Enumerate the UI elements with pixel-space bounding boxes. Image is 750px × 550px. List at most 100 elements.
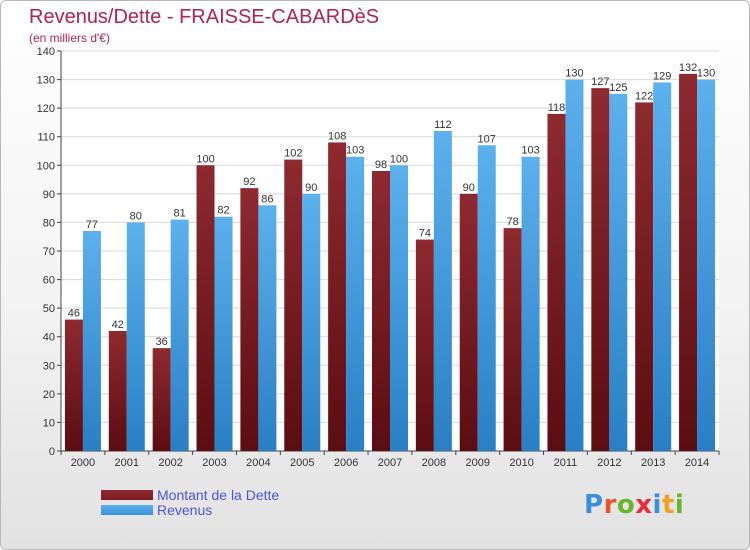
data-label-revenus: 130: [697, 68, 715, 80]
data-label-dette: 127: [591, 76, 609, 88]
legend-label-revenus: Revenus: [157, 502, 213, 518]
x-tick-label: 2006: [334, 457, 358, 469]
bar-revenus: [302, 193, 321, 451]
data-label-dette: 78: [506, 216, 518, 228]
x-tick-label: 2014: [685, 457, 709, 469]
legend-swatch-revenus: [101, 505, 153, 515]
y-tick-label: 20: [43, 389, 55, 401]
bar-dette: [196, 165, 215, 452]
y-tick-label: 140: [37, 46, 55, 58]
data-label-dette: 74: [419, 228, 431, 240]
data-label-revenus: 130: [565, 68, 583, 80]
bar-revenus: [170, 219, 189, 451]
bar-revenus: [433, 131, 452, 451]
data-label-revenus: 103: [346, 145, 364, 157]
y-tick-label: 10: [43, 417, 55, 429]
data-label-revenus: 112: [434, 119, 452, 131]
y-tick-label: 60: [43, 275, 55, 287]
x-tick-label: 2002: [158, 457, 182, 469]
data-label-revenus: 90: [305, 182, 317, 194]
data-label-revenus: 81: [174, 208, 186, 220]
x-tick-label: 2013: [641, 457, 665, 469]
x-tick-label: 2001: [115, 457, 139, 469]
bar-dette: [635, 102, 654, 451]
logo-letter: o: [616, 490, 636, 520]
bar-dette: [328, 142, 347, 451]
x-tick-label: 2009: [465, 457, 489, 469]
y-tick-label: 100: [37, 160, 55, 172]
data-label-revenus: 125: [609, 82, 627, 94]
bar-revenus: [609, 93, 628, 451]
data-label-revenus: 82: [217, 205, 229, 217]
data-label-dette: 92: [243, 176, 255, 188]
bar-revenus: [521, 156, 540, 451]
data-label-dette: 132: [679, 62, 697, 74]
data-label-revenus: 107: [478, 133, 496, 145]
bar-dette: [372, 171, 390, 451]
data-label-dette: 108: [328, 130, 346, 142]
logo-letter: t: [661, 490, 675, 520]
data-label-dette: 102: [284, 148, 302, 160]
logo-letter: P: [584, 490, 604, 520]
data-label-dette: 98: [375, 159, 387, 171]
data-label-revenus: 80: [130, 210, 142, 222]
data-label-revenus: 100: [390, 153, 408, 165]
bar-revenus: [82, 231, 101, 451]
y-tick-label: 110: [37, 132, 55, 144]
bar-dette: [503, 228, 522, 451]
bar-revenus: [346, 156, 365, 451]
bar-dette: [547, 113, 566, 451]
data-label-dette: 42: [112, 319, 124, 331]
y-tick-label: 90: [43, 189, 55, 201]
chart-title: Revenus/Dette - FRAISSE-CABARDèS: [29, 6, 380, 28]
bar-dette: [679, 73, 698, 451]
y-tick-label: 130: [37, 75, 55, 87]
bar-revenus: [697, 79, 716, 452]
x-tick-label: 2000: [71, 457, 95, 469]
y-tick-label: 120: [37, 103, 55, 115]
data-label-revenus: 77: [86, 219, 98, 231]
legend-label-dette: Montant de la Dette: [157, 487, 280, 503]
y-tick-label: 30: [43, 360, 55, 372]
legend-swatch-dette: [101, 490, 153, 500]
logo-letter: x: [635, 490, 653, 520]
bar-revenus: [126, 222, 145, 451]
logo-letter: i: [652, 490, 662, 520]
x-tick-label: 2005: [290, 457, 314, 469]
bar-dette: [459, 193, 478, 451]
x-tick-label: 2011: [554, 457, 578, 469]
x-tick-label: 2007: [378, 457, 402, 469]
data-label-dette: 90: [463, 182, 475, 194]
x-tick-label: 2010: [509, 457, 533, 469]
bar-dette: [108, 331, 127, 451]
x-tick-label: 2003: [202, 457, 226, 469]
data-label-revenus: 129: [653, 70, 671, 82]
data-label-dette: 100: [196, 153, 214, 165]
proxiti-logo: Proxiti: [584, 490, 684, 520]
x-tick-label: 2012: [597, 457, 621, 469]
chart-subtitle: (en milliers d'€): [29, 31, 110, 45]
data-label-dette: 46: [68, 308, 80, 320]
y-tick-label: 50: [43, 303, 55, 315]
logo-letter: r: [603, 490, 617, 520]
logo-letter: i: [674, 490, 685, 520]
data-label-dette: 122: [635, 90, 653, 102]
bar-revenus: [258, 205, 277, 451]
data-label-revenus: 103: [521, 145, 539, 157]
y-tick-label: 70: [43, 246, 55, 258]
bar-revenus: [390, 165, 408, 452]
bar-dette: [152, 348, 171, 451]
bar-dette: [64, 319, 83, 451]
y-tick-label: 80: [43, 217, 55, 229]
bar-dette: [240, 188, 259, 451]
bar-revenus: [565, 79, 584, 452]
bar-revenus: [214, 216, 233, 451]
y-tick-label: 0: [49, 446, 55, 458]
x-tick-label: 2004: [246, 457, 270, 469]
bar-dette: [284, 159, 303, 452]
data-label-dette: 36: [156, 336, 168, 348]
bar-revenus: [653, 82, 672, 451]
bar-dette: [591, 88, 610, 452]
